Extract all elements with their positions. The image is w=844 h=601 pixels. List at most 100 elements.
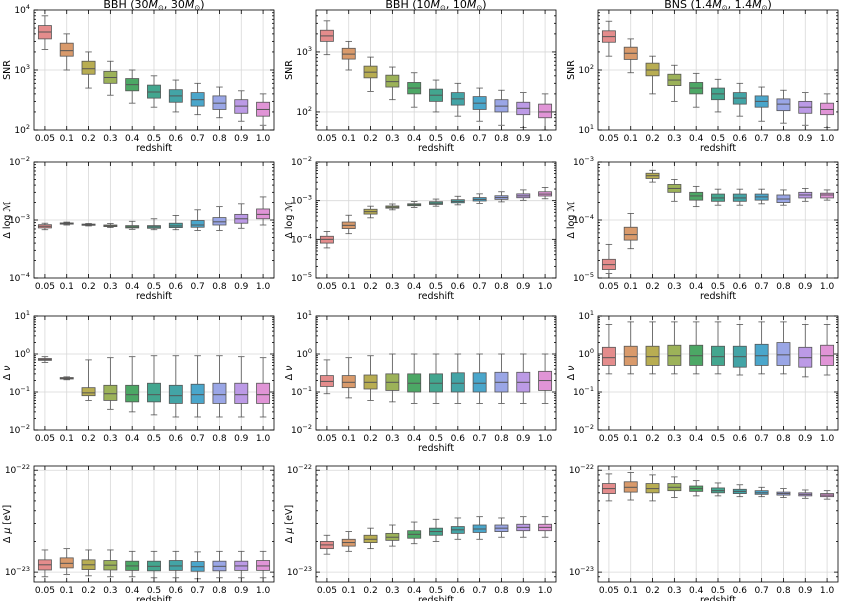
x-tick-label: 0.8	[212, 586, 227, 596]
panel-11: 10−23 10−22 0.05 0.1 0.2 0.3 0.4 0.5 0.6 0.7 0.8 0.…	[284, 463, 557, 601]
box-0.5	[429, 518, 443, 542]
x-tick-label: 0.7	[472, 134, 486, 144]
x-tick-label: 0.4	[125, 282, 140, 292]
x-tick-label: 0.6	[451, 586, 466, 596]
x-tick-label: 0.6	[733, 134, 748, 144]
box-1.0	[538, 516, 553, 538]
x-tick-label: 0.3	[103, 434, 117, 444]
box-0.1	[59, 221, 74, 226]
x-tick-label: 0.2	[81, 134, 95, 144]
panel-9: 10−2 10−1 100 101 0.05 0.1 0.2 0.3 0.4 0.5 0.6 0.7 0…	[566, 309, 839, 444]
y-tick-label: 10−5	[291, 271, 312, 284]
x-tick-label: 0.9	[798, 586, 813, 596]
box-0.3	[103, 357, 118, 410]
box-0.8	[494, 191, 509, 203]
iqr-box	[234, 382, 249, 404]
box-0.4	[689, 321, 704, 375]
box-0.2	[645, 169, 660, 183]
x-tick-label: 0.9	[234, 586, 249, 596]
box-0.9	[516, 516, 531, 538]
y-tick-label: 10−23	[569, 565, 594, 578]
x-axis-title: redshift	[136, 143, 172, 154]
box-0.05	[37, 15, 52, 50]
y-tick-label: 10−3	[9, 213, 30, 226]
box-0.2	[81, 549, 96, 577]
box-0.6	[450, 82, 465, 117]
box-0.3	[103, 549, 118, 578]
y-tick-label: 10−2	[291, 423, 312, 436]
x-tick-label: 0.1	[60, 434, 74, 444]
y-tick-label: 10−1	[291, 385, 312, 398]
iqr-box	[645, 345, 660, 366]
x-tick-label: 1.0	[820, 434, 835, 444]
y-tick-label: 100	[14, 347, 30, 360]
x-tick-label: 0.5	[429, 134, 443, 144]
y-tick-label: 10−3	[291, 194, 312, 207]
x-tick-label: 0.3	[667, 134, 681, 144]
x-tick-label: 0.9	[798, 434, 813, 444]
x-tick-label: 0.05	[599, 434, 619, 444]
x-tick-label: 0.9	[234, 134, 249, 144]
x-tick-label: 1.0	[256, 434, 271, 444]
x-tick-label: 0.5	[711, 586, 725, 596]
x-tick-label: 0.8	[212, 282, 227, 292]
box-0.7	[754, 321, 769, 375]
y-tick-label: 10−4	[9, 271, 30, 284]
box-0.7	[190, 355, 205, 418]
y-axis-title: Δ ν	[2, 365, 13, 381]
x-tick-label: 0.7	[754, 134, 768, 144]
x-tick-label: 0.05	[35, 434, 55, 444]
y-axis-title: Δ μ [eV]	[2, 505, 13, 543]
x-tick-label: 0.1	[624, 434, 638, 444]
box-0.5	[147, 75, 161, 108]
x-axis-title: redshift	[418, 443, 454, 454]
x-tick-label: 0.8	[776, 586, 791, 596]
box-0.4	[407, 521, 422, 545]
x-tick-label: 0.8	[494, 434, 509, 444]
box-0.1	[341, 531, 356, 552]
panel-3: 101 102 0.05 0.1 0.2 0.3 0.4 0.5 0.6 0.7 0.8 0.9 1.0…	[566, 0, 839, 154]
x-tick-label: 0.6	[451, 434, 466, 444]
x-tick-label: 0.7	[754, 434, 768, 444]
box-0.2	[363, 205, 378, 219]
box-0.05	[601, 243, 616, 274]
x-tick-label: 0.3	[385, 434, 399, 444]
box-0.8	[212, 550, 227, 579]
x-axis-title: redshift	[418, 143, 454, 154]
x-tick-label: 0.4	[125, 434, 140, 444]
box-0.8	[776, 89, 791, 124]
x-tick-label: 0.5	[147, 282, 161, 292]
x-tick-label: 0.4	[689, 282, 704, 292]
x-tick-label: 1.0	[820, 586, 835, 596]
box-0.3	[385, 66, 400, 101]
panel-7: 10−2 10−1 100 101 0.05 0.1 0.2 0.3 0.4 0.5 0.6 0.7 0…	[2, 309, 275, 444]
x-tick-label: 0.05	[35, 586, 55, 596]
x-tick-label: 0.8	[212, 134, 227, 144]
x-tick-label: 1.0	[538, 134, 553, 144]
x-tick-label: 0.05	[317, 282, 337, 292]
box-0.05	[319, 534, 334, 555]
box-1.0	[538, 187, 553, 200]
y-tick-label: 10−4	[291, 232, 312, 245]
x-tick-label: 0.3	[103, 586, 117, 596]
x-tick-label: 0.1	[342, 134, 356, 144]
x-tick-label: 0.5	[429, 282, 443, 292]
x-tick-label: 0.7	[472, 282, 486, 292]
x-axis-title: redshift	[700, 595, 736, 601]
x-axis-title: redshift	[700, 143, 736, 154]
iqr-box	[385, 74, 400, 88]
box-0.7	[472, 87, 487, 122]
box-0.1	[341, 214, 356, 235]
box-0.6	[450, 517, 465, 540]
x-tick-label: 0.1	[342, 282, 356, 292]
x-tick-label: 0.4	[689, 434, 704, 444]
box-0.3	[103, 223, 118, 228]
x-tick-label: 0.4	[407, 434, 422, 444]
box-0.8	[494, 89, 509, 126]
box-0.9	[516, 92, 531, 128]
box-0.8	[494, 353, 509, 404]
box-0.7	[190, 82, 205, 116]
x-tick-label: 0.8	[212, 434, 227, 444]
x-tick-label: 0.4	[689, 586, 704, 596]
